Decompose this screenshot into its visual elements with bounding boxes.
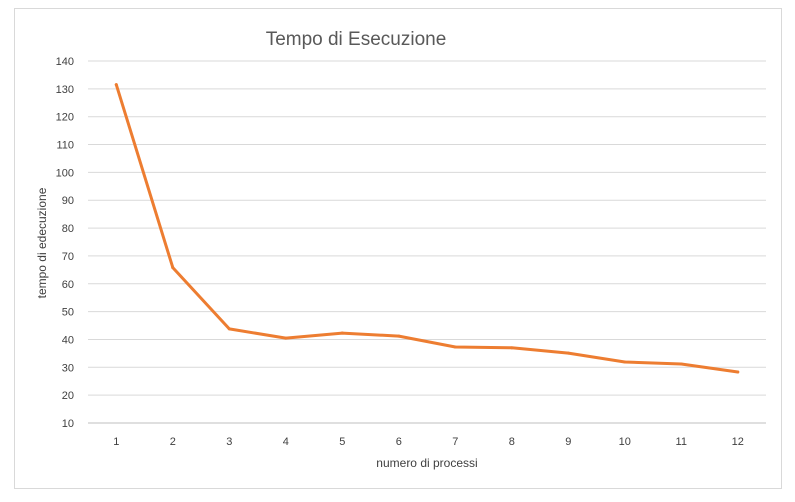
y-axis-label: tempo di edecuzione bbox=[35, 187, 49, 298]
y-tick-label: 50 bbox=[62, 307, 74, 319]
data-point bbox=[566, 351, 570, 355]
x-tick-label: 2 bbox=[170, 436, 176, 448]
y-tick-label: 120 bbox=[56, 112, 74, 124]
x-tick-label: 9 bbox=[565, 436, 571, 448]
y-axis-ticks: 10 20 30 40 50 60 70 80 90 100 110 120 130 140 bbox=[56, 56, 74, 430]
x-tick-label: 10 bbox=[619, 436, 631, 448]
chart-title: Tempo di Esecuzione bbox=[266, 29, 447, 50]
x-tick-label: 7 bbox=[452, 436, 458, 448]
y-tick-label: 40 bbox=[62, 334, 74, 346]
x-tick-label: 6 bbox=[396, 436, 402, 448]
series-line bbox=[114, 83, 740, 374]
x-tick-label: 12 bbox=[732, 436, 744, 448]
y-tick-label: 110 bbox=[56, 140, 74, 152]
x-tick-label: 8 bbox=[509, 436, 515, 448]
data-point bbox=[340, 331, 344, 335]
y-tick-label: 100 bbox=[56, 167, 74, 179]
x-tick-label: 5 bbox=[339, 436, 345, 448]
x-tick-label: 1 bbox=[113, 436, 119, 448]
data-point bbox=[227, 327, 231, 331]
data-point bbox=[510, 346, 514, 350]
y-tick-label: 80 bbox=[62, 223, 74, 235]
y-tick-label: 60 bbox=[62, 279, 74, 291]
y-tick-label: 30 bbox=[62, 362, 74, 374]
series-layer bbox=[114, 83, 740, 374]
data-point bbox=[171, 266, 175, 270]
y-tick-label: 10 bbox=[62, 418, 74, 430]
x-axis-ticks: 1 2 3 4 5 6 7 8 9 10 11 12 bbox=[113, 436, 744, 448]
x-tick-label: 11 bbox=[676, 436, 687, 448]
data-point bbox=[284, 336, 288, 340]
data-point bbox=[623, 360, 627, 364]
chart-frame bbox=[14, 8, 782, 489]
data-point bbox=[397, 334, 401, 338]
y-tick-label: 20 bbox=[62, 390, 74, 402]
data-point bbox=[114, 83, 118, 87]
x-tick-label: 3 bbox=[226, 436, 232, 448]
data-point bbox=[453, 345, 457, 349]
data-point bbox=[679, 362, 683, 366]
x-tick-label: 4 bbox=[283, 436, 289, 448]
data-point bbox=[736, 370, 740, 374]
y-tick-label: 70 bbox=[62, 251, 74, 263]
y-tick-label: 90 bbox=[62, 195, 74, 207]
x-axis-label: numero di processi bbox=[376, 456, 477, 470]
y-tick-label: 140 bbox=[56, 56, 74, 68]
y-tick-label: 130 bbox=[56, 84, 74, 96]
gridlines bbox=[88, 60, 766, 424]
